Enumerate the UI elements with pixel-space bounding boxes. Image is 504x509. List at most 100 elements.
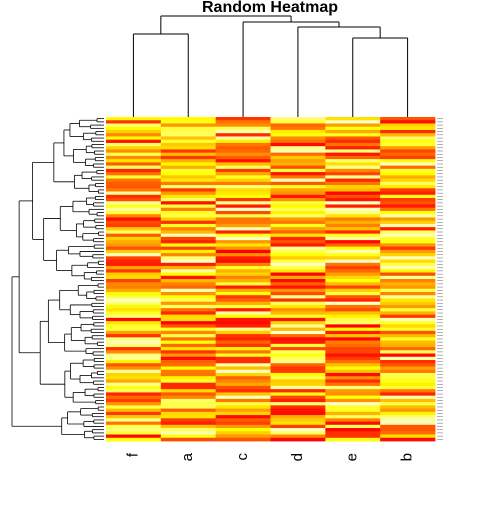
heatmap-cell	[325, 389, 381, 393]
heatmap-cell	[380, 379, 436, 384]
heatmap-cell	[106, 321, 162, 325]
heatmap-cell	[160, 369, 217, 374]
heatmap-cell	[270, 165, 326, 170]
heatmap-cell	[106, 408, 162, 413]
heatmap-cell	[215, 304, 271, 309]
heatmap-cell	[270, 317, 326, 322]
heatmap-cell	[325, 415, 381, 419]
heatmap-cell	[380, 191, 436, 196]
heatmap-cell	[270, 314, 326, 319]
heatmap-cell	[160, 155, 217, 160]
heatmap-cell	[106, 133, 162, 137]
heatmap-cell	[325, 402, 381, 406]
heatmap-cell	[380, 311, 436, 316]
heatmap-cell	[270, 372, 326, 377]
heatmap-cell	[160, 220, 217, 225]
heatmap-cell	[106, 343, 162, 348]
heatmap-cell	[160, 431, 217, 435]
heatmap-cell	[215, 372, 271, 377]
heatmap-cell	[160, 330, 217, 335]
heatmap-cell	[325, 223, 381, 228]
heatmap-cell	[270, 360, 326, 364]
heatmap-cell	[270, 288, 326, 293]
heatmap-cell	[106, 236, 162, 241]
heatmap-cell	[106, 334, 162, 338]
heatmap-cell	[325, 217, 381, 222]
heatmap-cell	[215, 162, 271, 166]
heatmap-cell	[380, 230, 436, 235]
heatmap-cell	[160, 304, 217, 309]
heatmap-cell	[215, 311, 271, 316]
heatmap-cell	[160, 311, 217, 316]
heatmap-cell	[270, 363, 326, 367]
heatmap-cell	[270, 311, 326, 316]
heatmap-cell	[380, 269, 436, 273]
heatmap-cell	[106, 142, 162, 147]
heatmap-cell	[380, 308, 436, 312]
heatmap-cell	[215, 249, 271, 254]
heatmap-cell	[160, 398, 217, 403]
heatmap-cell	[160, 402, 217, 406]
column-label: b	[399, 453, 416, 461]
heatmap-cell	[270, 162, 326, 166]
heatmap-cell	[325, 301, 381, 306]
heatmap-cell	[325, 376, 381, 380]
heatmap-cell	[160, 262, 217, 267]
heatmap-cell	[325, 304, 381, 309]
heatmap-cell	[160, 133, 217, 137]
heatmap-cell	[325, 162, 381, 166]
heatmap-cell	[106, 411, 162, 416]
heatmap-cell	[160, 428, 217, 432]
heatmap-cell	[380, 162, 436, 166]
heatmap-cell	[160, 392, 217, 397]
heatmap-cell	[106, 165, 162, 170]
heatmap-cell	[270, 337, 326, 341]
heatmap-cell	[380, 398, 436, 403]
heatmap-cell	[215, 363, 271, 367]
heatmap-cell	[380, 201, 436, 205]
heatmap-cell	[380, 334, 436, 338]
heatmap-cell	[380, 123, 436, 128]
heatmap-cell	[160, 408, 217, 413]
heatmap-cell	[106, 314, 162, 319]
heatmap-cell	[160, 117, 217, 121]
heatmap-cell	[106, 360, 162, 364]
heatmap-cell	[215, 421, 271, 426]
heatmap-cell	[215, 282, 271, 286]
heatmap-cell	[106, 363, 162, 367]
heatmap-cell	[160, 181, 217, 186]
heatmap-cell	[160, 421, 217, 426]
heatmap-cell	[380, 415, 436, 419]
heatmap-cell	[325, 421, 381, 426]
heatmap-cell	[270, 298, 326, 303]
heatmap-cell	[215, 204, 271, 209]
heatmap-cell	[160, 149, 217, 154]
heatmap-cell	[270, 382, 326, 387]
heatmap-cell	[160, 230, 217, 235]
heatmap-cell	[270, 282, 326, 286]
heatmap-cell	[270, 385, 326, 390]
heatmap-cell	[270, 233, 326, 238]
heatmap-cell	[106, 188, 162, 192]
heatmap-cell	[160, 227, 217, 231]
heatmap-cell	[106, 198, 162, 202]
heatmap-cell	[380, 223, 436, 228]
heatmap-cell	[106, 304, 162, 309]
heatmap-cell	[270, 424, 326, 429]
heatmap-cell	[106, 298, 162, 303]
heatmap-cell	[160, 434, 217, 439]
heatmap-cell	[215, 415, 271, 419]
heatmap-cell	[160, 165, 217, 170]
heatmap-cell	[215, 207, 271, 212]
heatmap-cell	[215, 142, 271, 147]
heatmap-cell	[215, 146, 271, 150]
heatmap-cell	[325, 259, 381, 264]
heatmap-cell	[160, 198, 217, 202]
heatmap-cell	[325, 165, 381, 170]
heatmap-cell	[325, 201, 381, 205]
heatmap-cell	[325, 392, 381, 397]
heatmap-cell	[270, 295, 326, 299]
heatmap-cell	[215, 159, 271, 163]
heatmap-cell	[160, 424, 217, 429]
heatmap-cell	[270, 266, 326, 270]
